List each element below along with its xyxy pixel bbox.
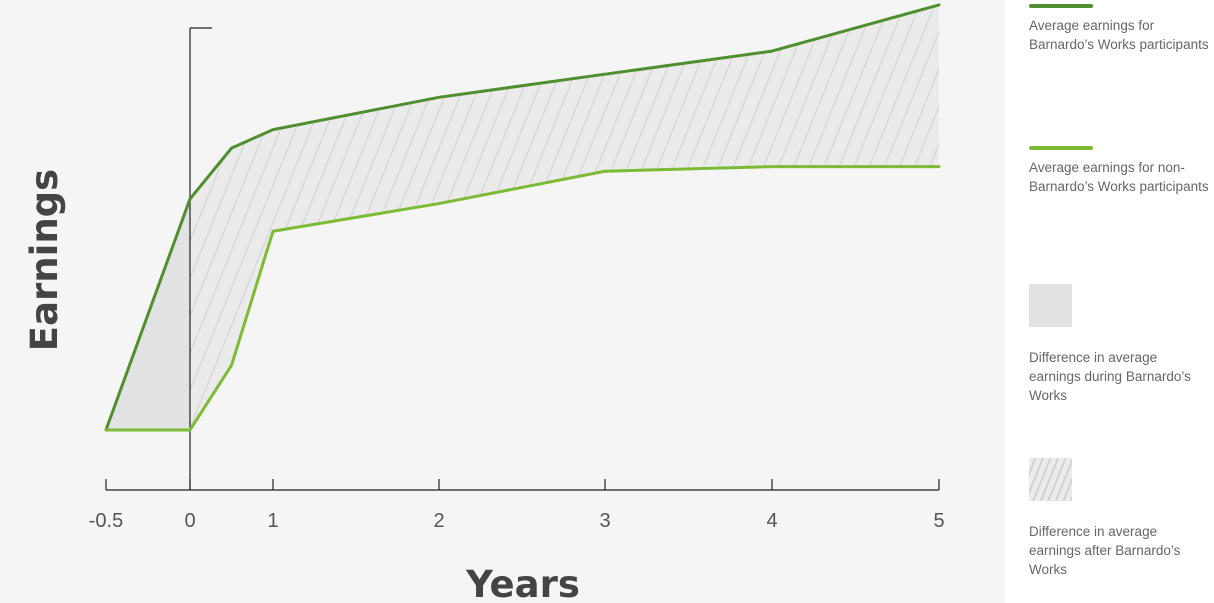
x-tick-label: 2: [433, 510, 444, 532]
legend-item-non-participants: Average earnings for non-Barnardo’s Work…: [1029, 146, 1209, 196]
legend-label-non-participants: Average earnings for non-Barnardo’s Work…: [1029, 160, 1209, 194]
legend-swatch-participants: [1029, 4, 1093, 8]
area-after: [190, 4, 939, 430]
x-axis-title: Years: [465, 563, 580, 603]
x-tick-label: 1: [267, 510, 278, 532]
x-tick-label: 3: [599, 510, 610, 532]
chart-area: -0.5 0 1 2 3 4 5 Years Earnings: [23, 3, 945, 603]
legend-label-after: Difference in average earnings after Bar…: [1029, 524, 1181, 577]
x-tick-label: 5: [933, 510, 944, 532]
y-axis-title: Earnings: [23, 169, 66, 351]
x-tick-label: 4: [766, 510, 777, 532]
legend-item-after: Difference in average earnings after Bar…: [1029, 458, 1209, 579]
axes-layer: [106, 27, 939, 491]
x-tick-label: -0.5: [89, 510, 123, 532]
legend-item-during: Difference in average earnings during Ba…: [1029, 284, 1209, 405]
legend-swatch-non-participants: [1029, 146, 1093, 150]
series-line-participants: [104, 3, 941, 432]
ticks-layer: -0.5 0 1 2 3 4 5: [89, 479, 945, 532]
legend-swatch-after: [1029, 458, 1072, 501]
legend-item-participants: Average earnings for Barnardo’s Works pa…: [1029, 4, 1209, 54]
legend-label-participants: Average earnings for Barnardo’s Works pa…: [1029, 18, 1209, 52]
legend-swatch-during: [1029, 284, 1072, 327]
legend: Average earnings for Barnardo’s Works pa…: [1005, 0, 1214, 603]
lines-layer: [104, 3, 941, 432]
legend-label-during: Difference in average earnings during Ba…: [1029, 350, 1191, 403]
series-line-non-participants: [104, 165, 941, 432]
earnings-chart: -0.5 0 1 2 3 4 5 Years Earnings: [23, 3, 945, 603]
x-tick-label: 0: [184, 510, 195, 532]
